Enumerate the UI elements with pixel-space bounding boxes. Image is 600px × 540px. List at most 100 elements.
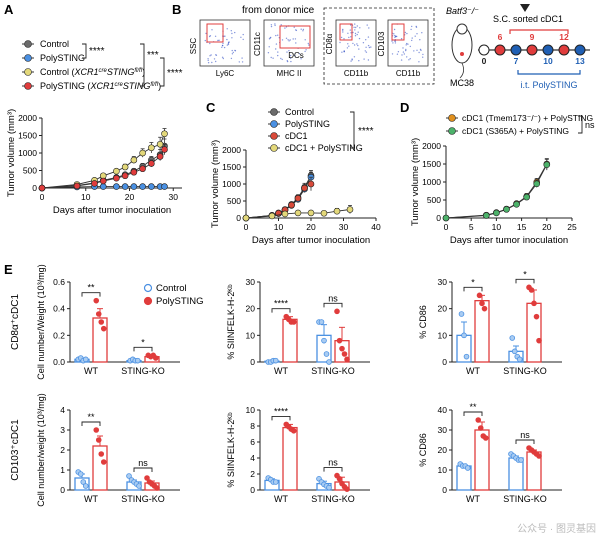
y-tick-label: 10	[246, 405, 256, 415]
data-point	[152, 355, 159, 361]
legend-label-part: cre	[115, 82, 124, 88]
legend-label: Control	[285, 107, 314, 117]
flow-event	[234, 31, 236, 34]
sig-bracket	[323, 302, 343, 308]
timeline-day-label: 9	[530, 32, 535, 42]
data-point	[77, 471, 84, 477]
flow-y-cd103: CD103	[377, 31, 386, 56]
timeline-day-dot	[558, 44, 570, 56]
flow-event	[281, 58, 283, 61]
data-point	[336, 337, 343, 344]
flow-event	[394, 35, 397, 38]
flow-event	[351, 58, 353, 60]
data-point	[134, 357, 141, 364]
data-point	[113, 174, 120, 182]
flow-event	[238, 61, 240, 63]
data-point	[148, 160, 155, 167]
y-tick-label: 2000	[18, 113, 37, 123]
flow-event	[211, 29, 213, 31]
data-point	[509, 335, 516, 341]
data-point	[307, 209, 315, 217]
x-tick-label: 10	[81, 192, 91, 202]
y-tick-label: 0	[60, 485, 65, 495]
data-point	[93, 427, 100, 433]
sc-arrow-icon	[520, 4, 530, 12]
flow-event	[414, 35, 416, 37]
y-tick-label: 0.0	[53, 357, 65, 367]
category-label: STING-KO	[503, 366, 547, 376]
sig-label: **	[469, 402, 477, 412]
flow-event	[405, 48, 407, 51]
data-point	[139, 149, 146, 157]
flow-event	[368, 46, 371, 49]
flow-event	[409, 45, 411, 48]
flow-event	[290, 57, 292, 60]
data-point	[99, 183, 107, 190]
flow-x-ly6c: Ly6C	[216, 69, 235, 78]
flow-event	[342, 28, 344, 31]
flow-event	[232, 51, 234, 54]
data-point	[272, 479, 279, 485]
data-point	[516, 356, 523, 363]
blue-bracket	[517, 70, 581, 75]
panel-letter-c: C	[206, 100, 216, 115]
data-point	[543, 161, 551, 169]
x-tick-label: 0	[40, 192, 45, 202]
data-point	[281, 210, 289, 218]
flow-event	[300, 28, 302, 30]
sig-bracket	[323, 467, 343, 472]
data-point	[334, 308, 340, 315]
flow-plot-cd103: CD103 CD11b	[377, 19, 429, 78]
flow-panel: from donor mice SSC Ly6C DCs CD11c MHC I…	[189, 5, 435, 85]
flow-event	[411, 39, 413, 42]
chart-a: Control PolySTING Control (XCR1creSTINGfl/…	[6, 39, 183, 216]
flow-event	[223, 46, 226, 49]
flow-event	[349, 24, 352, 26]
flow-event	[411, 25, 413, 28]
flow-event	[285, 26, 288, 28]
flow-event	[356, 43, 358, 45]
data-point	[318, 319, 325, 325]
data-point	[458, 311, 465, 317]
flow-event	[354, 35, 357, 37]
flow-event	[366, 24, 368, 26]
flow-event	[294, 54, 296, 57]
flow-event	[406, 32, 408, 35]
panel-letter-b: B	[172, 2, 181, 17]
data-point	[536, 453, 542, 459]
flow-event	[207, 59, 209, 62]
data-point	[341, 351, 348, 357]
y-axis-label: % SIINFELK-H-2ᴷᵇ	[226, 412, 236, 488]
y-tick-label: 40	[438, 405, 448, 415]
flow-event	[406, 42, 408, 45]
x-tick-label: 20	[306, 222, 316, 232]
data-point	[479, 300, 485, 307]
flow-event	[275, 43, 278, 45]
flow-event	[270, 56, 272, 59]
y-axis-label: Cell number/weight (10³/mg)	[36, 393, 46, 507]
data-point	[290, 427, 297, 434]
legend-label: cDC1 + PolySTING	[285, 143, 363, 153]
y-tick-label: 4	[250, 453, 255, 463]
legend-marker	[270, 144, 278, 152]
flow-event	[227, 43, 230, 46]
flow-event	[207, 58, 209, 60]
data-point	[139, 183, 146, 190]
it-label: i.t. PolySTING	[520, 80, 577, 90]
flow-event	[218, 39, 220, 41]
flow-event	[355, 26, 357, 29]
x-tick-label: 10	[492, 222, 502, 232]
y-tick-label: 1500	[18, 131, 37, 141]
data-point	[288, 201, 295, 209]
y-tick-label: 0.6	[53, 277, 65, 287]
category-label: STING-KO	[311, 494, 355, 504]
red-bracket	[509, 29, 569, 34]
flow-event	[421, 32, 423, 34]
data-point	[121, 172, 129, 180]
data-point	[100, 459, 107, 465]
data-point	[156, 153, 164, 160]
y-tick-label: 500	[23, 166, 37, 176]
y-tick-label: 0.4	[53, 304, 65, 314]
flow-event	[275, 48, 277, 50]
flow-event	[242, 38, 244, 41]
